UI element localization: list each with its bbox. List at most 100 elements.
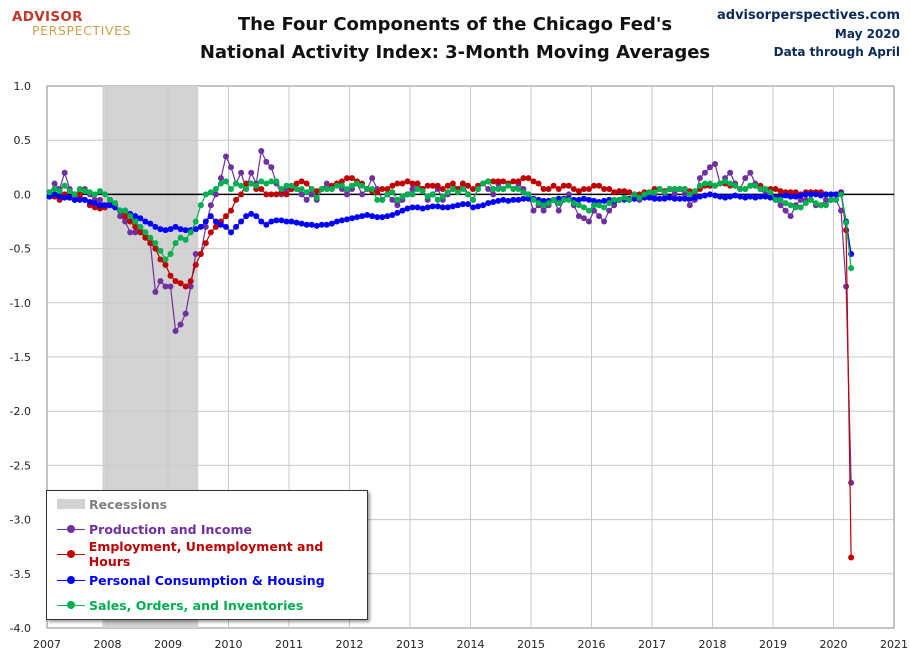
series-3-point-3 <box>61 182 68 189</box>
series-2-point-156 <box>833 191 840 198</box>
series-2-point-18 <box>137 215 144 222</box>
series-3-point-159 <box>848 265 855 272</box>
series-3-point-59 <box>343 185 350 192</box>
series-1-point-35 <box>222 213 229 220</box>
series-3-point-102 <box>560 196 567 203</box>
series-1-point-113 <box>616 188 623 195</box>
chart-title-line2: National Activity Index: 3-Month Moving … <box>199 42 711 63</box>
series-0-point-138 <box>742 175 749 182</box>
series-2-point-57 <box>333 218 340 225</box>
series-3-point-33 <box>212 185 219 192</box>
series-0-point-15 <box>122 218 129 225</box>
series-0-point-87 <box>485 185 492 192</box>
series-0-point-33 <box>212 191 219 198</box>
series-2-point-83 <box>464 201 471 208</box>
series-1-point-77 <box>434 182 441 189</box>
series-2-point-116 <box>631 195 638 202</box>
series-2-point-6 <box>76 196 83 203</box>
series-2-point-21 <box>152 223 159 230</box>
series-0-point-132 <box>712 161 719 168</box>
series-2-point-73 <box>414 204 421 211</box>
series-2-point-89 <box>495 197 502 204</box>
series-1-point-94 <box>520 175 527 182</box>
series-3-point-78 <box>439 193 446 200</box>
y-tick-label--3.0: -3.0 <box>10 514 31 527</box>
series-0-point-44 <box>268 164 275 171</box>
series-1-point-114 <box>621 188 628 195</box>
x-tick-label-2019: 2019 <box>759 638 787 651</box>
series-3-point-128 <box>691 188 698 195</box>
series-3-point-124 <box>671 185 678 192</box>
series-2-point-48 <box>288 218 295 225</box>
series-1-point-109 <box>596 182 603 189</box>
x-tick-label-2021: 2021 <box>880 638 908 651</box>
series-1-point-59 <box>343 175 350 182</box>
x-tick-label-2009: 2009 <box>154 638 182 651</box>
series-3-point-141 <box>757 185 764 192</box>
series-1-point-93 <box>515 178 522 185</box>
series-1-point-25 <box>172 278 179 285</box>
series-3-point-100 <box>550 196 557 203</box>
y-tick-label-1.0: 1.0 <box>14 80 32 93</box>
series-3-point-144 <box>772 196 779 203</box>
series-2-point-22 <box>157 226 164 233</box>
series-1-point-58 <box>338 178 345 185</box>
series-0-point-3 <box>61 169 68 176</box>
series-2-point-74 <box>419 205 426 212</box>
series-2-point-141 <box>757 193 764 200</box>
series-2-point-152 <box>812 191 819 198</box>
series-3-point-113 <box>616 196 623 203</box>
series-0-point-25 <box>172 327 179 334</box>
series-3-point-158 <box>843 219 850 226</box>
series-1-point-22 <box>157 256 164 263</box>
series-3-point-67 <box>384 191 391 198</box>
series-3-point-81 <box>454 189 461 196</box>
series-3-point-146 <box>782 200 789 207</box>
series-3-point-145 <box>777 196 784 203</box>
series-3-point-117 <box>636 194 643 201</box>
series-0-point-28 <box>187 283 194 290</box>
series-3-point-90 <box>500 185 507 192</box>
series-3-point-50 <box>298 185 305 192</box>
series-1-point-24 <box>167 272 174 279</box>
series-1-point-106 <box>580 185 587 192</box>
series-2-point-85 <box>475 203 482 210</box>
series-3-point-65 <box>374 196 381 203</box>
series-3-point-48 <box>288 182 295 189</box>
series-3-point-93 <box>515 185 522 192</box>
series-2-point-124 <box>671 195 678 202</box>
series-1-point-108 <box>591 182 598 189</box>
series-0-point-21 <box>152 288 159 295</box>
series-3-point-18 <box>137 223 144 230</box>
series-3-point-77 <box>434 196 441 203</box>
series-2-point-108 <box>591 197 598 204</box>
logo-top-text: ADVISOR <box>12 9 83 25</box>
series-3-point-2 <box>56 188 63 195</box>
logo-bottom-text: PERSPECTIVES <box>32 23 132 38</box>
legend-label-production: Production and Income <box>89 521 252 537</box>
series-3-point-148 <box>792 204 799 211</box>
series-0-point-62 <box>359 191 366 198</box>
legend-item-employment: Employment, Unemployment and Hours <box>57 539 367 569</box>
series-3-point-74 <box>419 188 426 195</box>
series-0-point-154 <box>822 196 829 203</box>
series-1-point-36 <box>228 207 235 214</box>
series-2-point-133 <box>717 193 724 200</box>
series-1-point-37 <box>233 196 240 203</box>
series-3-point-107 <box>585 207 592 214</box>
series-0-point-127 <box>686 202 693 209</box>
series-3-point-104 <box>570 200 577 207</box>
series-1-point-23 <box>162 261 169 268</box>
series-2-point-148 <box>792 193 799 200</box>
series-3-point-7 <box>81 188 88 195</box>
series-1-point-104 <box>570 185 577 192</box>
series-2-point-25 <box>172 223 179 230</box>
series-2-point-84 <box>470 204 477 211</box>
series-1-point-39 <box>243 180 250 187</box>
series-2-point-138 <box>742 194 749 201</box>
series-3-point-150 <box>802 200 809 207</box>
series-3-point-11 <box>101 191 108 198</box>
series-2-point-68 <box>389 211 396 218</box>
series-3-point-42 <box>258 178 265 185</box>
series-2-point-90 <box>500 196 507 203</box>
